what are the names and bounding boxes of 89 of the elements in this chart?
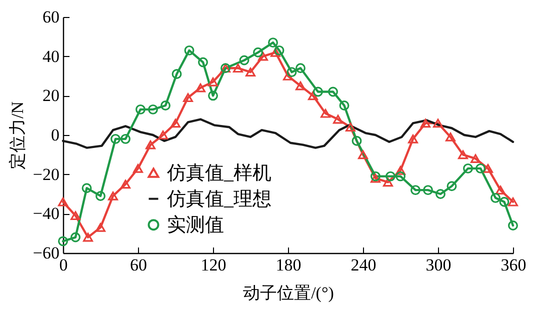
point — [270, 48, 280, 57]
point — [470, 154, 480, 164]
point — [286, 67, 297, 78]
y-axis-title: 定位力/N — [8, 102, 27, 170]
point — [146, 140, 156, 150]
point — [136, 104, 146, 114]
y-tick-label: 40 — [42, 46, 60, 66]
point — [296, 81, 306, 90]
point — [158, 130, 168, 140]
point — [420, 118, 430, 128]
point — [208, 77, 218, 86]
x-tick-label: 240 — [350, 256, 376, 274]
point — [499, 196, 510, 207]
point — [333, 114, 343, 124]
point — [198, 57, 208, 68]
point — [346, 122, 356, 132]
point — [410, 185, 420, 196]
legend-label: 仿真值_样机 — [166, 162, 272, 184]
x-tick-label: 60 — [130, 256, 147, 274]
point — [258, 52, 268, 61]
point — [436, 189, 446, 199]
point — [383, 178, 393, 187]
point — [508, 197, 518, 206]
y-tick-label: 0 — [51, 126, 60, 144]
point — [313, 86, 323, 97]
point — [320, 108, 330, 118]
x-tick-label: 360 — [500, 256, 526, 274]
line-series — [62, 118, 514, 149]
point — [120, 134, 130, 144]
point — [148, 104, 158, 114]
point — [496, 186, 506, 194]
point — [483, 164, 493, 173]
point — [170, 118, 180, 128]
point — [133, 164, 143, 173]
point — [490, 192, 500, 203]
point — [476, 163, 486, 174]
point — [108, 192, 118, 200]
point — [433, 118, 443, 128]
point — [339, 100, 350, 110]
point — [82, 183, 92, 194]
point — [508, 220, 518, 230]
point — [274, 45, 284, 56]
y-tick-label: −20 — [32, 164, 60, 184]
point — [96, 223, 106, 232]
point — [352, 136, 362, 146]
x-tick-label: 300 — [426, 256, 452, 274]
point — [358, 150, 368, 160]
point — [184, 45, 194, 56]
point — [58, 197, 68, 206]
legend-label: 实测值 — [167, 214, 224, 236]
point — [83, 232, 93, 242]
point — [253, 47, 263, 58]
point — [183, 93, 193, 102]
y-tick-label: 20 — [42, 86, 60, 106]
point — [110, 134, 120, 144]
point — [458, 150, 468, 160]
point — [446, 132, 456, 142]
y-tick-label: 60 — [42, 8, 60, 26]
point — [408, 134, 418, 144]
point — [268, 38, 278, 48]
point — [328, 86, 338, 97]
point — [120, 180, 130, 189]
point — [463, 163, 473, 174]
point — [96, 190, 106, 201]
point — [208, 90, 218, 101]
y-tick-label: −40 — [32, 204, 60, 224]
point — [70, 211, 80, 220]
point — [160, 100, 170, 110]
point — [386, 171, 396, 182]
legend-label: 仿真值_理想 — [166, 188, 272, 210]
point — [70, 232, 80, 242]
x-axis-title: 动子位置/(°) — [243, 284, 334, 302]
point — [172, 69, 182, 80]
point — [396, 166, 406, 175]
point — [58, 236, 68, 246]
point — [239, 55, 250, 66]
x-tick-label: 120 — [200, 256, 226, 274]
point — [246, 68, 256, 76]
point — [296, 63, 306, 74]
point — [196, 83, 206, 92]
x-tick-label: 180 — [276, 256, 302, 274]
point — [233, 64, 243, 73]
point — [370, 174, 380, 183]
point — [423, 185, 433, 196]
point — [283, 72, 293, 80]
point — [446, 181, 457, 192]
y-tick-label: −60 — [32, 244, 60, 262]
point — [308, 91, 318, 100]
point — [396, 171, 406, 182]
